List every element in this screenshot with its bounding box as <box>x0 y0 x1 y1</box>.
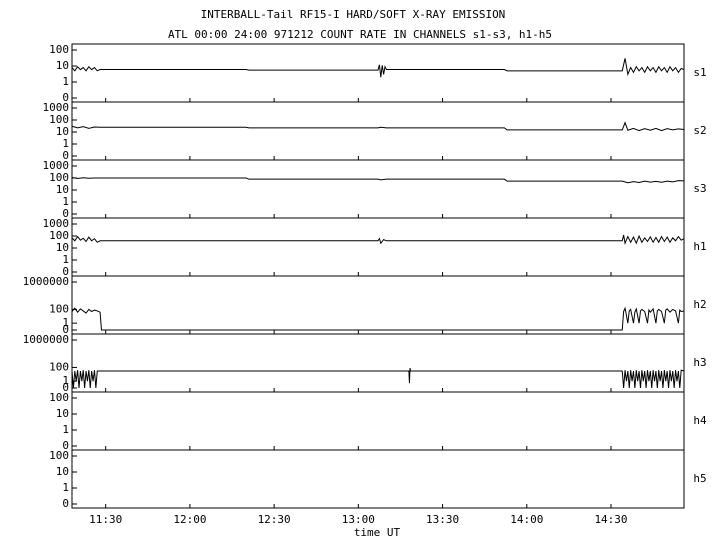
channel-label: h2 <box>693 298 706 311</box>
y-tick-label: 100 <box>49 391 69 404</box>
y-tick-label: 1000000 <box>23 333 69 346</box>
y-tick-label: 100 <box>49 113 69 126</box>
channel-label: h3 <box>693 356 706 369</box>
y-tick-label: 1 <box>62 75 69 88</box>
data-line <box>71 234 685 245</box>
panel-frame <box>71 43 685 103</box>
y-tick-label: 0 <box>62 265 69 278</box>
y-tick-label: 1 <box>62 195 69 208</box>
y-tick-label: 1 <box>62 374 69 387</box>
y-tick-label: 1 <box>62 481 69 494</box>
y-tick-label: 0 <box>62 439 69 452</box>
chart-subtitle: ATL 00:00 24:00 971212 COUNT RATE IN CHA… <box>168 28 552 41</box>
panel-frame <box>71 333 685 393</box>
x-tick-label: 11:30 <box>89 513 122 526</box>
panel-frame <box>71 159 685 219</box>
x-tick-label: 14:00 <box>510 513 543 526</box>
y-tick-label: 1 <box>62 423 69 436</box>
data-line <box>71 177 685 184</box>
y-tick-label: 100 <box>49 449 69 462</box>
y-tick-label: 1 <box>62 253 69 266</box>
y-tick-label: 1000000 <box>23 275 69 288</box>
y-tick-label: 0 <box>62 323 69 336</box>
y-tick-label: 0 <box>62 91 69 104</box>
y-tick-label: 0 <box>62 497 69 510</box>
data-line <box>71 306 685 331</box>
channel-label: s3 <box>693 182 706 195</box>
y-tick-label: 1 <box>62 137 69 150</box>
y-tick-label: 10 <box>56 125 69 138</box>
y-tick-label: 10 <box>56 241 69 254</box>
y-tick-label: 1000 <box>43 159 70 172</box>
y-tick-label: 100 <box>49 229 69 242</box>
y-tick-label: 10 <box>56 407 69 420</box>
data-line <box>71 367 685 389</box>
x-axis-label: time UT <box>354 526 401 539</box>
panel-frame <box>71 101 685 161</box>
y-tick-label: 1 <box>62 316 69 329</box>
y-tick-label: 100 <box>49 43 69 56</box>
y-tick-label: 0 <box>62 149 69 162</box>
channel-label: s2 <box>693 124 706 137</box>
y-tick-label: 10 <box>56 183 69 196</box>
x-tick-label: 12:30 <box>258 513 291 526</box>
panel-frame <box>71 449 685 509</box>
channel-label: s1 <box>693 66 706 79</box>
y-tick-label: 1000 <box>43 101 70 114</box>
y-tick-label: 100 <box>49 360 69 373</box>
data-line <box>71 58 685 78</box>
channel-label: h1 <box>693 240 706 253</box>
x-tick-label: 14:30 <box>594 513 627 526</box>
y-tick-label: 1000 <box>43 217 70 230</box>
chart-title: INTERBALL-Tail RF15-I HARD/SOFT X-RAY EM… <box>201 8 506 21</box>
x-tick-label: 13:00 <box>342 513 375 526</box>
data-line <box>71 121 685 132</box>
y-tick-label: 0 <box>62 381 69 394</box>
channel-label: h4 <box>693 414 707 427</box>
y-tick-label: 10 <box>56 59 69 72</box>
panel-frame <box>71 217 685 277</box>
y-tick-label: 100 <box>49 171 69 184</box>
y-tick-label: 0 <box>62 207 69 220</box>
x-tick-label: 13:30 <box>426 513 459 526</box>
x-tick-label: 12:00 <box>173 513 206 526</box>
y-tick-label: 10 <box>56 465 69 478</box>
channel-label: h5 <box>693 472 706 485</box>
panel-frame <box>71 391 685 451</box>
y-tick-label: 100 <box>49 302 69 315</box>
panel-frame <box>71 275 685 335</box>
